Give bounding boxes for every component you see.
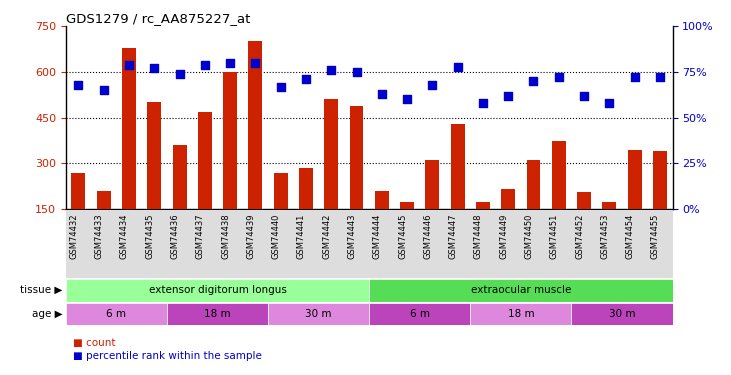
Bar — [552, 141, 566, 209]
Point — [604, 100, 616, 106]
Point — [426, 82, 438, 88]
Text: 6 m: 6 m — [106, 309, 126, 319]
Text: GSM74448: GSM74448 — [474, 214, 483, 259]
Text: GSM74432: GSM74432 — [69, 214, 78, 259]
Bar — [96, 191, 110, 209]
Point — [148, 65, 160, 71]
Text: GSM74435: GSM74435 — [145, 214, 154, 259]
Text: GSM74454: GSM74454 — [626, 214, 635, 259]
Text: 18 m: 18 m — [204, 309, 231, 319]
Point — [275, 84, 287, 90]
Bar — [653, 151, 667, 209]
Bar — [451, 124, 465, 209]
Bar — [173, 145, 186, 209]
Bar — [325, 99, 338, 209]
Text: GSM74446: GSM74446 — [423, 214, 432, 259]
Text: GSM74453: GSM74453 — [600, 214, 610, 259]
Text: 30 m: 30 m — [306, 309, 332, 319]
Bar — [602, 202, 616, 209]
Bar — [400, 202, 414, 209]
Point — [224, 60, 236, 66]
Text: extraocular muscle: extraocular muscle — [471, 285, 571, 295]
Bar — [628, 150, 642, 209]
Bar — [299, 168, 313, 209]
Text: 18 m: 18 m — [507, 309, 534, 319]
Bar — [369, 279, 673, 302]
Text: GSM74439: GSM74439 — [246, 214, 255, 259]
Text: GSM74444: GSM74444 — [373, 214, 382, 259]
Bar — [122, 48, 136, 209]
Point — [502, 93, 514, 99]
Bar — [72, 172, 86, 209]
Text: ■ count: ■ count — [73, 338, 115, 348]
Text: GSM74442: GSM74442 — [322, 214, 331, 259]
Bar — [375, 191, 389, 209]
Text: GDS1279 / rc_AA875227_at: GDS1279 / rc_AA875227_at — [66, 12, 250, 25]
Text: GSM74436: GSM74436 — [170, 214, 180, 260]
Bar — [223, 72, 237, 209]
Bar — [198, 112, 212, 209]
Bar — [501, 189, 515, 209]
Text: GSM74441: GSM74441 — [297, 214, 306, 259]
Bar — [425, 160, 439, 209]
Text: GSM74438: GSM74438 — [221, 214, 230, 260]
Point — [654, 75, 666, 81]
Text: GSM74455: GSM74455 — [651, 214, 660, 259]
Bar — [167, 303, 268, 325]
Text: GSM74451: GSM74451 — [550, 214, 558, 259]
Bar — [66, 279, 369, 302]
Bar — [349, 105, 363, 209]
Text: GSM74433: GSM74433 — [95, 214, 104, 260]
Bar — [526, 160, 540, 209]
Point — [98, 87, 110, 93]
Text: 6 m: 6 m — [409, 309, 430, 319]
Point — [123, 62, 135, 68]
Point — [325, 67, 337, 73]
Point — [249, 60, 261, 66]
Text: GSM74449: GSM74449 — [499, 214, 508, 259]
Point — [174, 71, 186, 77]
Text: age ▶: age ▶ — [31, 309, 62, 319]
Point — [452, 63, 463, 69]
Text: GSM74443: GSM74443 — [347, 214, 357, 259]
Point — [376, 91, 387, 97]
Text: GSM74440: GSM74440 — [272, 214, 281, 259]
Text: GSM74447: GSM74447 — [449, 214, 458, 259]
Point — [528, 78, 539, 84]
Text: GSM74452: GSM74452 — [575, 214, 584, 259]
Text: GSM74445: GSM74445 — [398, 214, 407, 259]
Bar — [476, 202, 490, 209]
Point — [351, 69, 363, 75]
Point — [401, 96, 413, 102]
Bar — [369, 303, 470, 325]
Point — [629, 75, 640, 81]
Bar — [249, 42, 262, 209]
Bar — [66, 303, 167, 325]
Point — [300, 76, 312, 82]
Bar — [577, 192, 591, 209]
Bar — [470, 303, 572, 325]
Text: ■ percentile rank within the sample: ■ percentile rank within the sample — [73, 351, 262, 361]
Point — [477, 100, 489, 106]
Point — [553, 75, 564, 81]
Bar — [268, 303, 369, 325]
Point — [578, 93, 590, 99]
Text: tissue ▶: tissue ▶ — [20, 285, 62, 295]
Text: GSM74434: GSM74434 — [120, 214, 129, 259]
Bar — [273, 172, 287, 209]
Text: GSM74437: GSM74437 — [196, 214, 205, 260]
Point — [72, 82, 84, 88]
Bar — [148, 102, 162, 209]
Point — [199, 62, 211, 68]
Text: GSM74450: GSM74450 — [524, 214, 534, 259]
Text: 30 m: 30 m — [609, 309, 635, 319]
Bar — [572, 303, 673, 325]
Text: extensor digitorum longus: extensor digitorum longus — [148, 285, 287, 295]
